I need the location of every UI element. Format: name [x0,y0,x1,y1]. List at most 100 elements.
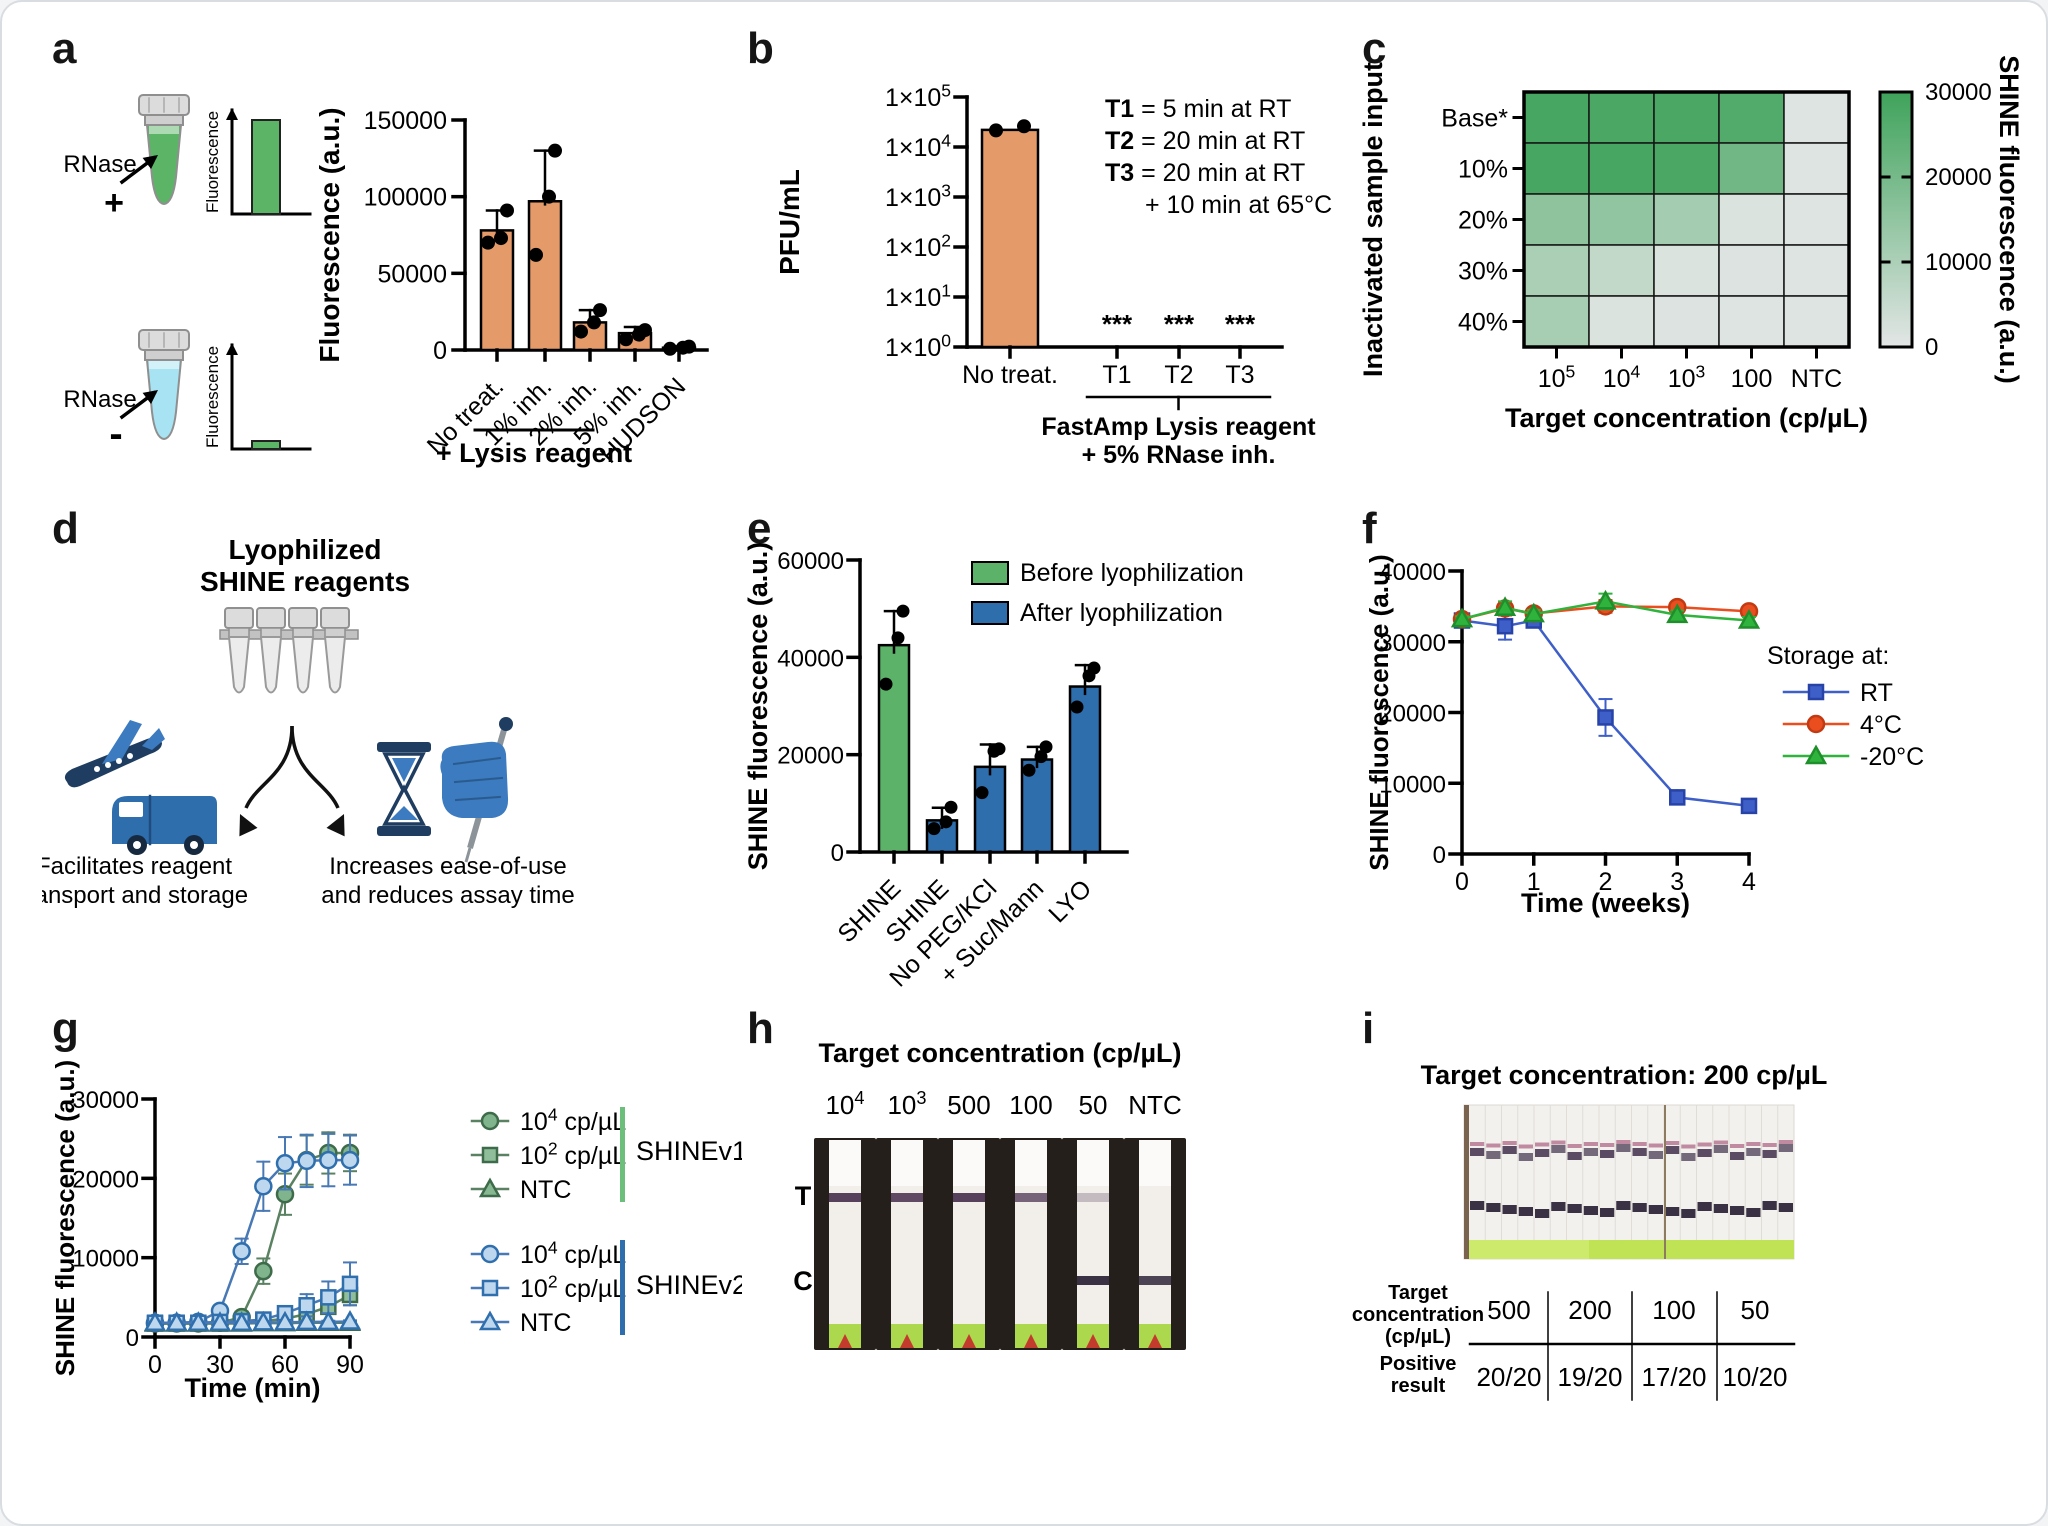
photo-t-band [1713,1145,1728,1153]
tspan-shape: 2 [548,1139,558,1159]
legend-swatch [971,561,1009,585]
airplane-icon [64,720,165,788]
path-shape [390,806,418,820]
panel-f-letter: f [1362,504,1377,553]
tspan-shape: 1×10 [885,134,941,162]
rect-shape [1807,683,1825,701]
photo-t-band [1535,1149,1550,1157]
path-shape [187,1311,210,1331]
t-band [953,1193,985,1202]
path-shape [317,1310,340,1331]
y-tick-label: 20000 [72,1166,139,1193]
legend-group-bar [620,1240,625,1335]
y-tick-label: 0 [831,840,844,867]
photo-t-line [1616,1140,1631,1144]
rect-shape [144,114,184,126]
rect-shape [260,627,282,638]
x-tick-label: 1 [1527,868,1541,896]
rect-shape [119,802,143,817]
path-shape [165,1311,188,1331]
path-shape [1594,589,1617,610]
photo-c-band [1665,1207,1680,1216]
rect-shape [1464,1105,1469,1259]
tspan-shape: 2 [548,1272,558,1292]
photo-t-band [1567,1152,1582,1160]
path-shape [239,814,258,837]
legend-label: RT [1860,679,1893,707]
data-point [989,123,1003,138]
table-row2-header: Positive [1380,1353,1457,1375]
path-shape [478,1310,502,1331]
photo-t-band [1632,1148,1647,1156]
table-positive-result: 10/20 [1722,1362,1787,1392]
photo-c-band [1762,1201,1777,1210]
tspan-shape: 50 [1079,1090,1108,1120]
circle-shape [116,758,122,764]
tspan-shape: 10 [520,1108,548,1136]
rect-shape [1469,1240,1589,1259]
tspan-shape: = 5 min at RT [1134,95,1291,123]
y-tick-label: 40000 [777,645,844,672]
strip-conc-label: 500 [947,1090,990,1120]
tspan-shape: 2 [941,231,951,251]
photo-frame [1463,1104,1795,1260]
rect-shape [377,826,431,836]
legend-group-name: SHINEv1 [636,1136,742,1166]
gloved-hand-pipette-icon [440,717,513,863]
significance-stars: *** [1164,309,1195,339]
red-arrow [962,1334,976,1348]
y-tick-label: 40000 [1379,559,1446,586]
circle-shape [340,1150,360,1170]
panel-c: c Base* 10% 20% 30% 40% 105 104 103 100 NTC Target… [1352,22,2046,492]
panel-g-chart: 0 10000 20000 30000 0 30 60 90 Time (min) SHINE f… [50,1060,742,1403]
line-shape [464,847,472,863]
photo-t-line [1600,1143,1615,1147]
heatmap-cell [1523,295,1590,348]
x-tick-label: 2 [1599,868,1613,896]
y-tick-label: 1×103 [885,181,951,213]
photo-c-band [1535,1209,1550,1218]
panel-i-letter: i [1362,1004,1375,1053]
tspan-shape: 4 [941,131,951,151]
tspan-shape: 0 [941,331,951,351]
tspan-shape: cp/µL [558,1142,627,1170]
legend-label: NTC [520,1176,571,1204]
data-point [663,341,677,356]
i-photo: Target concentration: 200 cp/µL [1421,1060,1827,1260]
path-shape [338,1309,362,1330]
circle-shape [499,717,513,731]
heatmap-cell [1653,295,1720,348]
mini-bar [251,440,281,450]
photo-t-line [1746,1142,1761,1146]
path-shape [252,1310,275,1331]
tspan-shape: NTC [1128,1090,1181,1120]
photo-c-band [1713,1204,1728,1213]
panel-h: h Target concentration (cp/µL) 104 103 500 1… [737,1002,1347,1502]
tspan-shape: cp/µL [558,1108,627,1136]
timing-annotation: T2 = 20 min at RT [1105,127,1305,155]
tube-cap [320,607,350,629]
t-row-label: T [795,1181,812,1211]
table-positive-result: 20/20 [1476,1362,1541,1392]
red-arrow [1148,1334,1162,1348]
circle-shape [190,841,198,849]
x-tick-label: 30 [206,1351,234,1379]
data-point [992,742,1006,756]
tspan-shape: 1 [941,281,951,301]
data-point [619,332,633,347]
path-shape [1493,596,1517,617]
table-row1-header: concentration [1352,1304,1484,1326]
data-point [638,323,652,338]
tspan-shape: + 10 min at 65°C [1145,191,1332,219]
data-point [500,203,514,218]
strips-title: Target concentration (cp/µL) [818,1038,1181,1068]
legend-label: Before lyophilization [1020,559,1244,587]
tspan-shape: 1×10 [885,334,941,362]
rect-shape [1015,1140,1047,1186]
mini-bar [251,119,281,215]
circle-shape [254,1177,273,1196]
legend-label: 102 cp/µL [520,1139,626,1171]
